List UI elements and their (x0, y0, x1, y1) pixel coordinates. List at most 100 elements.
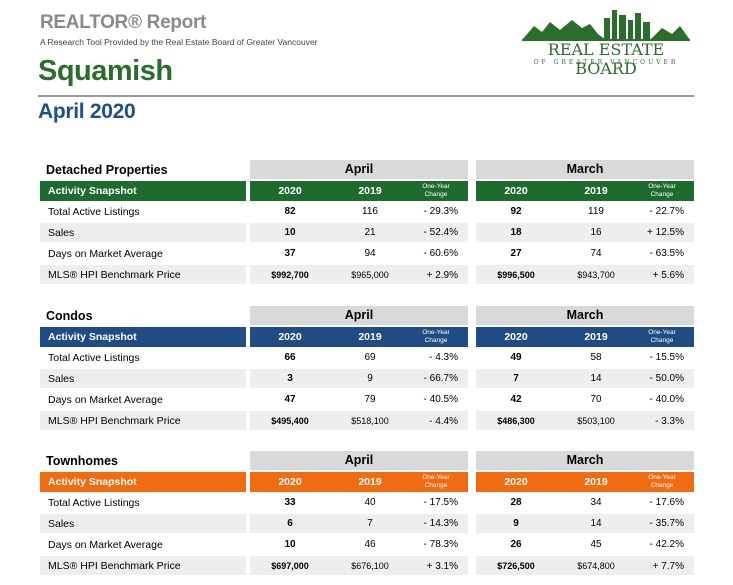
activity-snapshot-label: Activity Snapshot (48, 476, 137, 488)
april-2020-value: 37 (284, 248, 296, 259)
row-label: MLS® HPI Benchmark Price (48, 269, 181, 281)
activity-snapshot-label: Activity Snapshot (48, 185, 137, 197)
col-header-change: One-Year Change (648, 183, 676, 198)
april-2019-value: 9 (367, 373, 373, 384)
april-change-value: - 40.5% (423, 394, 458, 405)
table-row: Days on Market Average 47 79 - 40.5% 42 70 - 4… (40, 389, 694, 410)
march-2020-value: 42 (510, 394, 522, 405)
snapshot-header-row: Activity Snapshot 2020 2019 One-Year Change… (40, 327, 694, 347)
col-header-2019: 2019 (358, 331, 382, 343)
april-2019-value: $965,000 (351, 270, 389, 280)
table-row: Sales 10 21 - 52.4% 18 16 + 12.5% (40, 222, 694, 243)
table-row: Total Active Listings 82 116 - 29.3% 92 119 - … (40, 201, 694, 222)
table-row: MLS® HPI Benchmark Price $992,700 $965,000… (40, 264, 694, 285)
march-2019-value: 14 (590, 373, 602, 384)
table-row: Total Active Listings 33 40 - 17.5% 28 34 - 17… (40, 492, 694, 513)
april-2020-value: 66 (284, 352, 296, 363)
march-2020-value: $486,300 (497, 416, 535, 426)
march-2020-value: 9 (513, 518, 519, 529)
march-2019-value: 70 (590, 394, 602, 405)
report-subtitle: A Research Tool Provided by the Real Est… (40, 37, 318, 47)
section-title: Townhomes (46, 454, 118, 468)
row-label: Days on Market Average (48, 539, 163, 551)
april-2020-value: 10 (284, 227, 296, 238)
march-2020-value: $996,500 (497, 270, 535, 280)
table-row: Days on Market Average 10 46 - 78.3% 26 45 - 4… (40, 534, 694, 555)
section-header: Townhomes April March (40, 451, 694, 471)
march-2020-value: 27 (510, 248, 522, 259)
table-row: MLS® HPI Benchmark Price $495,400 $518,100… (40, 410, 694, 431)
march-change-value: - 63.5% (649, 248, 684, 259)
table-row: MLS® HPI Benchmark Price $697,000 $676,100… (40, 555, 694, 576)
month-previous-header: March (476, 306, 694, 325)
row-label: Days on Market Average (48, 248, 163, 260)
april-change-value: - 66.7% (423, 373, 458, 384)
april-2020-value: $495,400 (271, 416, 309, 426)
col-header-2019: 2019 (584, 185, 608, 197)
april-change-value: - 17.5% (423, 497, 458, 508)
march-change-value: + 5.6% (652, 270, 684, 281)
march-change-value: - 3.3% (655, 416, 684, 427)
april-2019-value: 116 (362, 206, 378, 217)
april-2019-value: 79 (364, 394, 376, 405)
april-2020-value: $697,000 (271, 561, 309, 571)
city-skyline-icon (522, 10, 690, 41)
march-2019-value: 34 (590, 497, 602, 508)
section-townhomes: Townhomes April March Activity Snapshot 2020… (40, 451, 694, 576)
month-previous-header: March (476, 451, 694, 470)
april-change-value: - 14.3% (423, 518, 458, 529)
month-previous-header: March (476, 160, 694, 179)
col-header-2020: 2020 (278, 331, 302, 343)
month-current-header: April (250, 306, 468, 325)
section-title: Detached Properties (46, 163, 168, 177)
march-change-value: - 42.2% (649, 539, 684, 550)
snapshot-header-row: Activity Snapshot 2020 2019 One-Year Change… (40, 181, 694, 201)
april-2019-value: 21 (364, 227, 376, 238)
april-2020-value: 82 (284, 206, 296, 217)
april-2020-value: 6 (287, 518, 293, 529)
board-logo: REAL ESTATE BOARD OF GREATER VANCOUVER (520, 6, 692, 78)
march-2020-value: 26 (510, 539, 522, 550)
col-header-2020: 2020 (504, 476, 528, 488)
col-header-2019: 2019 (584, 476, 608, 488)
activity-snapshot-label: Activity Snapshot (48, 331, 137, 343)
report-period: April 2020 (38, 100, 136, 123)
march-2019-value: $503,100 (577, 416, 615, 426)
april-2019-value: $518,100 (351, 416, 389, 426)
row-label: Days on Market Average (48, 394, 163, 406)
header-rule (38, 95, 694, 97)
row-label: MLS® HPI Benchmark Price (48, 415, 181, 427)
row-label: Total Active Listings (48, 497, 140, 509)
april-change-value: + 2.9% (426, 270, 458, 281)
march-2019-value: 58 (590, 352, 602, 363)
april-change-value: - 4.3% (429, 352, 458, 363)
april-2019-value: 46 (364, 539, 376, 550)
april-2019-value: 94 (364, 248, 376, 259)
march-2019-value: $674,800 (577, 561, 615, 571)
march-change-value: - 22.7% (649, 206, 684, 217)
col-header-change: One-Year Change (422, 183, 450, 198)
march-2019-value: 74 (590, 248, 602, 259)
row-label: Sales (48, 518, 75, 530)
april-2020-value: $992,700 (271, 270, 309, 280)
logo-subtitle: OF GREATER VANCOUVER (533, 59, 679, 66)
col-header-change: One-Year Change (422, 474, 450, 489)
table-row: Sales 3 9 - 66.7% 7 14 - 50.0% (40, 368, 694, 389)
april-2020-value: 10 (284, 539, 296, 550)
month-current-header: April (250, 160, 468, 179)
row-label: Sales (48, 373, 75, 385)
march-change-value: - 40.0% (649, 394, 684, 405)
april-2019-value: 69 (364, 352, 376, 363)
table-row: Days on Market Average 37 94 - 60.6% 27 74 - 6… (40, 243, 694, 264)
march-2019-value: 119 (588, 206, 604, 217)
col-header-2020: 2020 (278, 185, 302, 197)
col-header-2020: 2020 (278, 476, 302, 488)
march-2019-value: 16 (590, 227, 602, 238)
april-change-value: - 78.3% (423, 539, 458, 550)
col-header-change: One-Year Change (648, 474, 676, 489)
april-change-value: - 60.6% (423, 248, 458, 259)
april-2019-value: $676,100 (351, 561, 389, 571)
march-change-value: - 17.6% (649, 497, 684, 508)
col-header-2019: 2019 (358, 185, 382, 197)
march-change-value: + 7.7% (652, 561, 684, 572)
